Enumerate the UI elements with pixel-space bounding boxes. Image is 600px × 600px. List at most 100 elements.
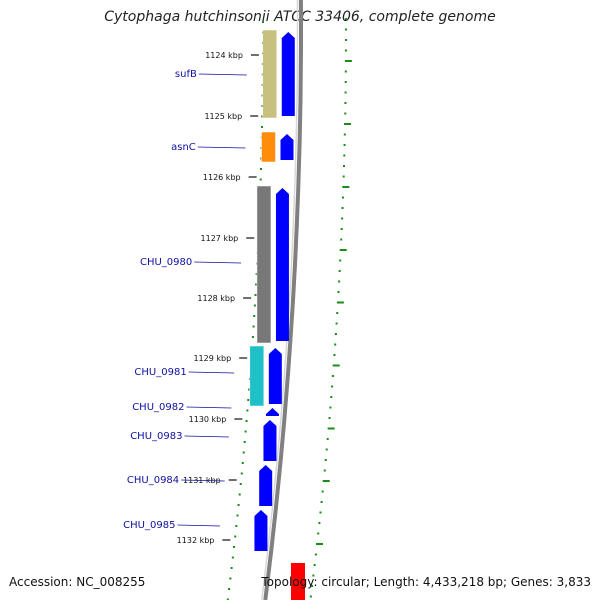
gc-skew-dot [343, 144, 346, 146]
cds-arrow-sufb [281, 32, 295, 116]
gc-skew-dot [339, 249, 347, 251]
gc-skew-dot [338, 280, 341, 283]
gc-skew-dot [322, 480, 330, 482]
gc-skew-dot [245, 420, 248, 422]
gene-leader-line [188, 371, 235, 374]
cds-arrow-chu_0983 [263, 420, 277, 461]
gc-skew-dot [341, 207, 344, 209]
gc-skew-dot [243, 441, 246, 443]
gc-skew-dot [314, 553, 317, 556]
gc-skew-dot [331, 385, 334, 388]
gc-skew-dot [344, 81, 347, 83]
backbone-ring [261, 0, 303, 600]
gc-skew-dot [236, 514, 239, 517]
gene-label-chu_0980: CHU_0980 [140, 257, 192, 268]
gene-leader-line [197, 146, 246, 149]
kbp-tick-label: 1125 kbp [204, 112, 242, 121]
gc-skew-dot [321, 490, 324, 493]
gc-skew-dot [342, 165, 345, 167]
gc-skew-dot [313, 564, 316, 566]
gc-skew-dot [343, 154, 346, 157]
gc-skew-dot [316, 543, 324, 545]
backbone-shadow [261, 0, 299, 600]
gc-skew-dot [239, 483, 242, 485]
gc-skew-dot [255, 283, 258, 286]
kbp-tick-label: 1126 kbp [203, 173, 241, 182]
gene-label-chu_0984: CHU_0984 [127, 475, 179, 486]
gene-leader-line [181, 479, 225, 482]
cds-arrow-chu_0982 [265, 408, 279, 416]
kbp-tick-label: 1132 kbp [177, 536, 215, 545]
gc-skew-dot [253, 315, 256, 317]
gc-skew-dot [344, 70, 347, 73]
gc-skew-dot [261, 115, 264, 118]
gc-skew-dot [344, 102, 347, 104]
gc-skew-dot [332, 364, 340, 367]
gc-skew-dot [326, 438, 329, 440]
gc-skew-dot [312, 574, 315, 577]
cog-block-asnc [261, 131, 276, 163]
cds-arrow-asnc [280, 134, 294, 160]
gc-skew-dot [343, 133, 346, 136]
gc-skew-dot [230, 567, 233, 569]
gene-leader-line [184, 435, 229, 438]
gene-label-track: sufB asnC CHU_0980 CHU_0981 CHU_0982 CHU_0983… [123, 69, 247, 531]
gc-skew-dot [344, 39, 347, 41]
gc-skew-dot [261, 126, 264, 128]
cds-arrow-chu_0981 [268, 348, 282, 404]
tick-track: 1124 kbp 1125 kbp 1126 kbp 1127 kbp 1128 kbp… [177, 51, 259, 545]
gc-skew-dot [344, 18, 347, 20]
kbp-tick-label: 1129 kbp [193, 354, 231, 363]
gc-skew-dot [242, 451, 245, 454]
gc-skew-dot [344, 60, 352, 62]
accession-label: Accession: NC_008255 [9, 575, 146, 589]
gc-skew-dot [235, 525, 238, 527]
gc-skew-dot [237, 504, 240, 506]
gc-skew-dot [324, 459, 327, 461]
gene-leader-line [194, 261, 242, 264]
gc-skew-dot [259, 168, 262, 170]
gc-skew-dot [339, 259, 342, 262]
kbp-tick-label: 1128 kbp [197, 294, 235, 303]
gc-skew-dot [251, 336, 254, 338]
gc-skew-dot [231, 556, 234, 559]
gene-label-chu_0982: CHU_0982 [132, 402, 184, 413]
gc-skew-dot [248, 388, 251, 391]
red-feature-block [291, 563, 305, 600]
gc-skew-dot [341, 217, 344, 220]
cds-arrow-chu_0980 [275, 188, 289, 341]
gc-skew-dot [341, 196, 344, 199]
gc-skew-dot [344, 28, 347, 31]
gc-skew-dot [323, 469, 326, 472]
gc-skew-dot [241, 462, 244, 464]
gc-skew-dot [344, 112, 347, 115]
gene-leader-line [198, 73, 247, 76]
gc-skew-dot [340, 238, 343, 241]
gc-skew-dot [344, 49, 347, 52]
cds-track [254, 32, 305, 600]
gc-skew-dot [328, 417, 331, 419]
gc-skew-dot [254, 294, 257, 296]
gc-skew-dot [334, 333, 337, 335]
gene-label-sufb: sufB [175, 69, 197, 80]
gc-skew-dot [327, 427, 335, 430]
topology-summary: Topology: circular; Length: 4,433,218 bp… [261, 575, 591, 589]
gc-skew-dot [247, 399, 250, 401]
gc-skew-dot [318, 522, 321, 524]
gene-label-chu_0983: CHU_0983 [130, 431, 182, 442]
kbp-tick-label: 1130 kbp [189, 415, 227, 424]
gc-skew-dot [259, 178, 262, 181]
cog-block-chu_0980 [256, 185, 272, 344]
gc-skew-dot [334, 343, 337, 346]
gene-leader-line [186, 406, 232, 409]
gc-skew-dot [246, 409, 249, 412]
gc-skew-dot [329, 406, 332, 409]
cog-track [249, 29, 278, 407]
gc-skew-dot [331, 375, 334, 377]
gc-skew-dot [252, 325, 255, 328]
gc-skew-dot [261, 21, 264, 23]
gene-label-chu_0981: CHU_0981 [134, 367, 186, 378]
gc-skew-dot [344, 91, 347, 94]
gc-skew-dot [309, 595, 312, 598]
